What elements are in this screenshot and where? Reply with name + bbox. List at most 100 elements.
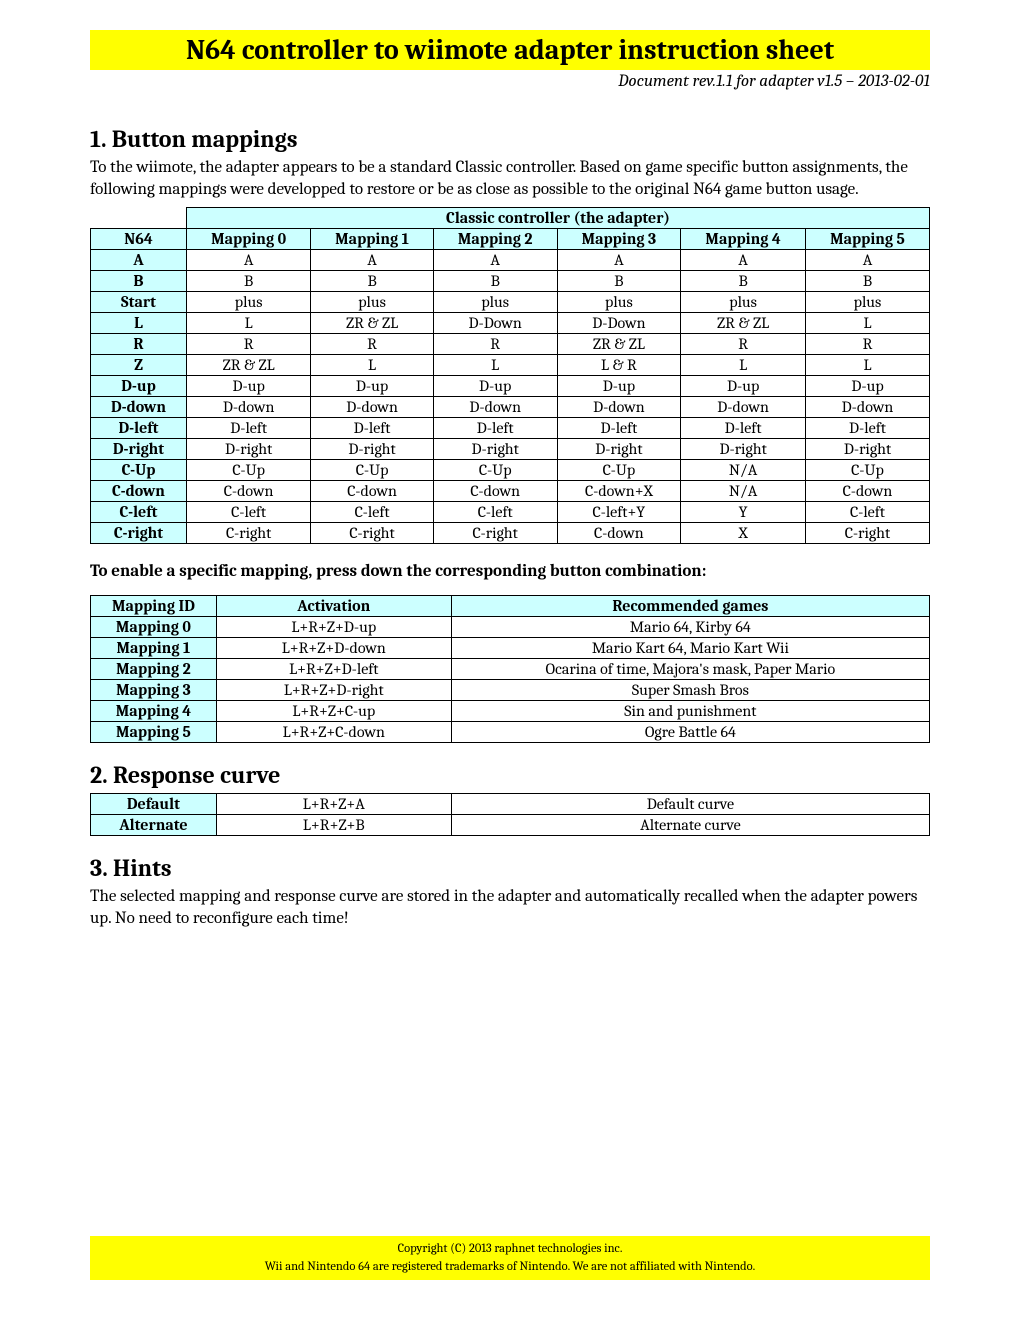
table-row-label: Mapping 0 — [91, 617, 217, 638]
table-cell: C-left — [187, 502, 311, 523]
table-row-label: C-Up — [91, 460, 187, 481]
footer-line2: Wii and Nintendo 64 are registered trade… — [90, 1260, 930, 1274]
table-cell: D-up — [311, 376, 434, 397]
table-row-label: Mapping 5 — [91, 722, 217, 743]
table-cell: ZR & ZL — [311, 313, 434, 334]
table-row-label: C-left — [91, 502, 187, 523]
table-cell: Super Smash Bros — [451, 680, 929, 701]
table-row-label: C-right — [91, 523, 187, 544]
mapping-table: Classic controller (the adapter)N64Mappi… — [90, 207, 930, 544]
table-cell: C-Up — [805, 460, 929, 481]
table-cell: L+R+Z+D-down — [216, 638, 451, 659]
table-cell: C-down+X — [557, 481, 681, 502]
table-cell: plus — [433, 292, 557, 313]
table-cell: plus — [187, 292, 311, 313]
table-cell: C-down — [557, 523, 681, 544]
table-col-header: N64 — [91, 229, 187, 250]
table-cell: Default curve — [451, 794, 929, 815]
table-row-label: C-down — [91, 481, 187, 502]
table-cell: L+R+Z+B — [216, 815, 451, 836]
section3-heading: 3. Hints — [90, 854, 930, 882]
table-cell: Y — [681, 502, 806, 523]
table-col-header: Mapping 3 — [557, 229, 681, 250]
table-cell: L — [805, 313, 929, 334]
table-cell: D-up — [187, 376, 311, 397]
table-cell: plus — [805, 292, 929, 313]
table-cell: B — [681, 271, 806, 292]
table-cell: ZR & ZL — [681, 313, 806, 334]
table-cell: plus — [681, 292, 806, 313]
table-cell: D-left — [311, 418, 434, 439]
section2-heading: 2. Response curve — [90, 761, 930, 789]
table-cell: C-left — [805, 502, 929, 523]
table-cell: A — [557, 250, 681, 271]
table-cell: D-right — [187, 439, 311, 460]
table-cell: A — [187, 250, 311, 271]
table-row-label: L — [91, 313, 187, 334]
table-cell: B — [433, 271, 557, 292]
table-cell: L+R+Z+D-up — [216, 617, 451, 638]
table-cell: N/A — [681, 481, 806, 502]
table-cell: C-left — [433, 502, 557, 523]
table-row-label: Mapping 3 — [91, 680, 217, 701]
table-cell: D-left — [805, 418, 929, 439]
table-cell: D-Down — [433, 313, 557, 334]
section1-heading: 1. Button mappings — [90, 125, 930, 153]
table-cell: L+R+Z+C-down — [216, 722, 451, 743]
table-cell: N/A — [681, 460, 806, 481]
table-row-label: R — [91, 334, 187, 355]
table-cell: D-left — [681, 418, 806, 439]
table-cell: C-down — [433, 481, 557, 502]
table-col-header: Activation — [216, 596, 451, 617]
table-cell: D-down — [805, 397, 929, 418]
table-row-label: D-up — [91, 376, 187, 397]
table-cell: C-Up — [557, 460, 681, 481]
table-cell: D-Down — [557, 313, 681, 334]
table-cell: C-left+Y — [557, 502, 681, 523]
table-cell: L — [311, 355, 434, 376]
table-row-label: D-left — [91, 418, 187, 439]
table-cell: L+R+Z+C-up — [216, 701, 451, 722]
table-cell: R — [311, 334, 434, 355]
table-row-label: Mapping 1 — [91, 638, 217, 659]
table-cell: Mario Kart 64, Mario Kart Wii — [451, 638, 929, 659]
table-cell: D-left — [557, 418, 681, 439]
table-cell: C-left — [311, 502, 434, 523]
table-row-label: D-right — [91, 439, 187, 460]
activation-table: Mapping IDActivationRecommended games Map… — [90, 595, 930, 743]
table-cell: D-down — [681, 397, 806, 418]
table-cell: D-down — [311, 397, 434, 418]
table-col-header: Recommended games — [451, 596, 929, 617]
table-row-label: Alternate — [91, 815, 217, 836]
enable-note: To enable a specific mapping, press down… — [90, 562, 930, 581]
table-row-label: B — [91, 271, 187, 292]
table-row-label: Default — [91, 794, 217, 815]
footer: Copyright (C) 2013 raphnet technologies … — [90, 1236, 930, 1280]
table-cell: A — [681, 250, 806, 271]
table-cell: ZR & ZL — [187, 355, 311, 376]
table-col-header: Mapping 2 — [433, 229, 557, 250]
table-cell: C-down — [187, 481, 311, 502]
table-cell: L & R — [557, 355, 681, 376]
table-cell: L+R+Z+D-left — [216, 659, 451, 680]
table-cell: B — [187, 271, 311, 292]
table-cell: D-up — [681, 376, 806, 397]
table-col-header: Mapping 1 — [311, 229, 434, 250]
table-cell: B — [557, 271, 681, 292]
table-cell: Alternate curve — [451, 815, 929, 836]
table-cell: D-up — [557, 376, 681, 397]
table-cell: C-Up — [311, 460, 434, 481]
table-cell: Ogre Battle 64 — [451, 722, 929, 743]
table-cell: D-right — [681, 439, 806, 460]
table-row-label: Start — [91, 292, 187, 313]
table-cell: D-down — [187, 397, 311, 418]
table-cell: D-right — [311, 439, 434, 460]
page-title: N64 controller to wiimote adapter instru… — [90, 30, 930, 70]
table-cell: D-right — [433, 439, 557, 460]
table-row-label: Mapping 2 — [91, 659, 217, 680]
table-cell: L+R+Z+A — [216, 794, 451, 815]
table-cell: D-left — [433, 418, 557, 439]
table-col-header: Mapping ID — [91, 596, 217, 617]
table-cell: L — [681, 355, 806, 376]
table-cell: B — [805, 271, 929, 292]
